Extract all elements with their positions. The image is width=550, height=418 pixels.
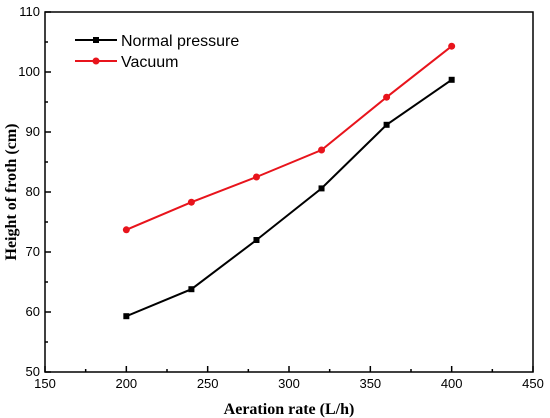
series-line (125, 78, 453, 318)
y-tick-label: 80 (26, 184, 40, 199)
y-tick-label: 60 (26, 304, 40, 319)
plot-frame (44, 11, 534, 373)
data-point (187, 198, 195, 206)
y-axis-title: Height of froth (cm) (3, 124, 20, 261)
data-point (122, 226, 130, 234)
data-point (123, 313, 130, 320)
series-line (125, 45, 453, 231)
y-tick-label: 50 (26, 364, 40, 379)
data-point (448, 42, 456, 50)
series-2 (122, 42, 456, 234)
legend-marker (92, 57, 100, 65)
data-point (448, 76, 455, 83)
legend-marker (93, 37, 99, 43)
data-point (252, 173, 260, 181)
data-point (383, 93, 391, 101)
y-tick-label: 100 (18, 64, 40, 79)
x-tick-label: 400 (441, 376, 463, 391)
y-tick-label: 90 (26, 124, 40, 139)
x-tick-label: 150 (34, 376, 56, 391)
legend-item: Vacuum (75, 54, 179, 71)
data-point (318, 185, 325, 192)
x-tick-label: 300 (278, 376, 300, 391)
legend-item: Normal pressure (75, 33, 239, 50)
data-point (318, 146, 326, 154)
y-tick-label: 70 (26, 244, 40, 259)
x-tick-label: 250 (197, 376, 219, 391)
x-tick-label: 200 (115, 376, 137, 391)
series-layer (122, 42, 456, 320)
data-point (253, 237, 260, 243)
data-point (188, 286, 195, 293)
legend: Normal pressure Vacuum (75, 33, 239, 71)
series-1 (123, 76, 455, 320)
data-point (383, 121, 390, 128)
x-tick-label: 350 (359, 376, 381, 391)
axes: 150 200 250 300 350 400 450 50 60 70 80 90 100 110 (18, 4, 544, 391)
x-axis-title: Aeration rate (L/h) (224, 401, 355, 418)
x-tick-label: 450 (522, 376, 544, 391)
y-tick-label: 110 (19, 4, 40, 19)
legend-label: Normal pressure (121, 33, 239, 50)
legend-label: Vacuum (121, 54, 179, 71)
